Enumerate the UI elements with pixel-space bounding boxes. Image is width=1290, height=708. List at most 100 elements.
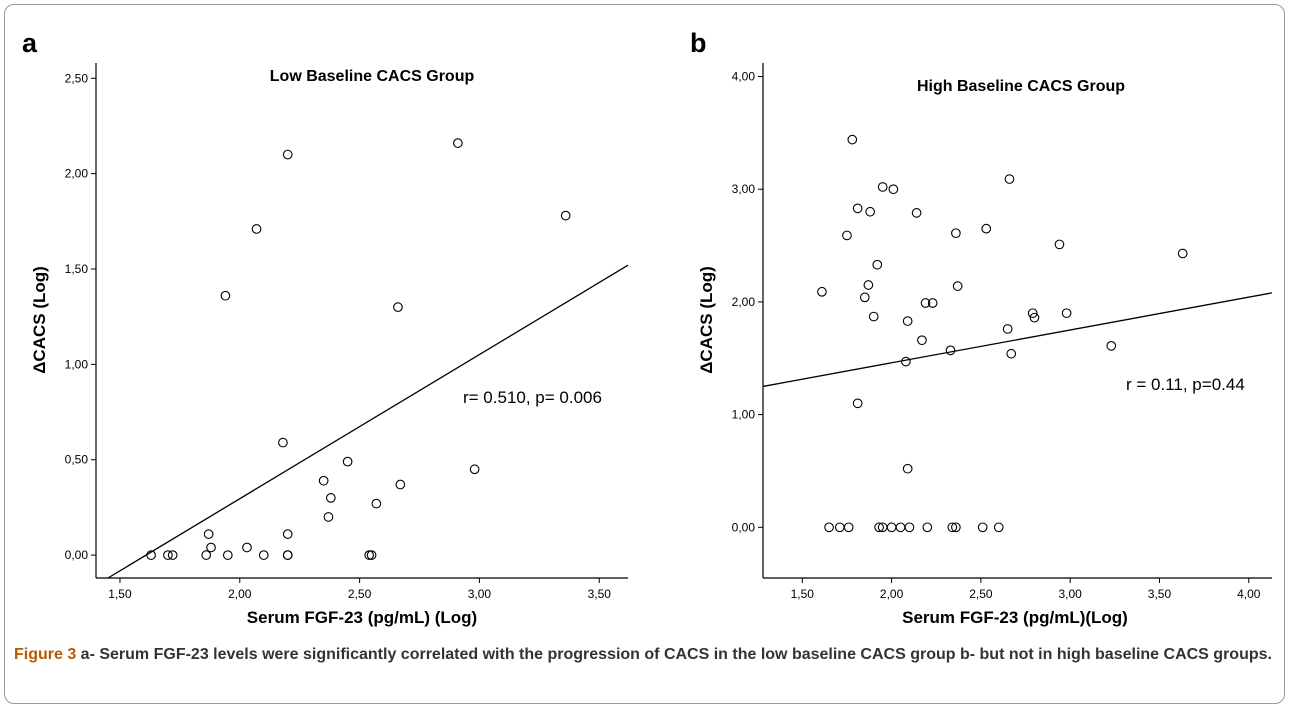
y-axis-label-a: ΔCACS (Log)	[30, 266, 49, 374]
data-point-b	[951, 228, 961, 239]
data-point-b	[872, 259, 883, 270]
points-a	[146, 138, 571, 560]
data-point-a	[167, 550, 178, 560]
regression-line-a	[107, 264, 629, 579]
data-point-a	[282, 529, 293, 539]
x-tick-label-b: 2,00	[880, 587, 904, 601]
data-point-b	[917, 335, 927, 346]
x-axis-label-b: Serum FGF-23 (pg/mL)(Log)	[902, 608, 1128, 627]
data-point-b	[834, 522, 845, 533]
data-point-b	[1006, 348, 1017, 359]
data-point-b	[868, 311, 879, 322]
figure-frame	[4, 4, 1285, 704]
data-point-b	[877, 182, 888, 192]
y-tick-label-a: 0,50	[65, 453, 89, 467]
data-point-b	[947, 522, 958, 533]
y-tick-label-b: 1,00	[732, 408, 756, 422]
panel-letter-b: b	[690, 28, 707, 58]
regression-line-b	[762, 292, 1273, 388]
x-tick-label-b: 3,50	[1148, 587, 1172, 601]
data-point-b	[922, 522, 933, 533]
data-point-b	[865, 206, 876, 217]
data-point-b	[874, 522, 884, 533]
data-point-b	[888, 184, 899, 195]
data-point-b	[863, 280, 874, 290]
data-point-a	[342, 456, 353, 467]
caption-text: a- Serum FGF-23 levels were significantl…	[76, 646, 1272, 663]
data-point-b	[1177, 248, 1188, 259]
data-point-b	[920, 298, 931, 308]
data-point-b	[1002, 324, 1013, 334]
data-point-b	[852, 203, 863, 214]
chart-title-b: High Baseline CACS Group	[917, 78, 1125, 95]
data-point-b	[993, 522, 1004, 533]
data-point-a	[325, 493, 336, 503]
data-point-b	[1027, 308, 1038, 319]
data-point-b	[1054, 239, 1065, 250]
x-tick-label-a: 1,50	[108, 587, 132, 601]
data-point-a	[560, 210, 571, 221]
data-point-a	[364, 550, 375, 560]
data-point-a	[366, 550, 377, 560]
points-b	[817, 134, 1188, 533]
data-point-a	[371, 498, 382, 509]
y-tick-label-b: 2,00	[732, 295, 756, 309]
data-point-a	[323, 512, 334, 522]
data-point-b	[843, 522, 854, 533]
y-tick-label-b: 0,00	[732, 520, 756, 534]
data-point-b	[902, 463, 913, 474]
data-point-b	[945, 345, 956, 356]
y-tick-label-a: 1,50	[65, 262, 89, 276]
y-tick-label-b: 3,00	[732, 182, 756, 196]
data-point-b	[902, 316, 913, 326]
data-point-a	[393, 302, 403, 312]
data-point-b	[977, 522, 988, 533]
x-tick-label-b: 2,50	[969, 587, 993, 601]
correlation-annotation-a: r= 0.510, p= 0.006	[463, 388, 602, 407]
x-tick-label-b: 1,50	[791, 587, 815, 601]
data-point-a	[258, 550, 269, 560]
panel-letter-a: a	[22, 28, 38, 58]
panel-b: b High Baseline CACS Group 1,50 2,00 2,50 3…	[690, 28, 1273, 627]
x-tick-label-a: 2,00	[228, 587, 252, 601]
data-point-a	[469, 464, 480, 475]
data-point-b	[952, 281, 963, 291]
data-point-a	[222, 550, 233, 560]
data-point-a	[318, 475, 329, 486]
data-point-b	[847, 134, 858, 145]
data-point-b	[951, 522, 961, 533]
data-point-a	[395, 479, 406, 490]
y-tick-label-a: 2,00	[65, 167, 89, 181]
data-point-b	[1061, 308, 1072, 319]
x-axis-label-a: Serum FGF-23 (pg/mL) (Log)	[247, 608, 477, 627]
data-point-a	[220, 290, 231, 301]
x-tick-label-a: 2,50	[348, 587, 372, 601]
data-point-b	[824, 522, 834, 533]
data-point-a	[278, 437, 288, 448]
data-point-b	[817, 286, 827, 297]
panel-a: a Low Baseline CACS Group 1,50 2,00 2,50 3,…	[22, 28, 629, 627]
data-point-b	[859, 292, 870, 303]
data-point-a	[206, 542, 216, 553]
data-point-b	[842, 230, 852, 241]
y-tick-label-a: 2,50	[65, 71, 89, 85]
x-tick-label-a: 3,00	[468, 587, 492, 601]
data-point-b	[927, 298, 938, 308]
data-point-b	[904, 522, 915, 533]
x-tick-label-a: 3,50	[588, 587, 612, 601]
figure-label: Figure 3	[14, 646, 77, 663]
data-point-a	[251, 224, 262, 234]
data-point-b	[852, 398, 863, 409]
data-point-b	[1004, 174, 1015, 184]
y-tick-label-a: 0,00	[65, 548, 89, 562]
y-axis-label-b: ΔCACS (Log)	[697, 266, 716, 374]
figure-canvas: a Low Baseline CACS Group 1,50 2,00 2,50 3,…	[22, 28, 1273, 627]
axes-b: 1,50 2,00 2,50 3,00 3,50 4,00 0,00 1,00 2,00 3,00…	[732, 63, 1272, 601]
data-point-b	[895, 522, 906, 533]
data-point-b	[911, 208, 922, 218]
data-point-a	[242, 542, 252, 553]
y-tick-label-a: 1,00	[65, 357, 89, 371]
data-point-a	[282, 550, 293, 560]
axes-a: 1,50 2,00 2,50 3,00 3,50 0,00 0,50 1,00 1,50 2,00…	[65, 63, 628, 601]
correlation-annotation-b: r = 0.11, p=0.44	[1126, 375, 1245, 394]
